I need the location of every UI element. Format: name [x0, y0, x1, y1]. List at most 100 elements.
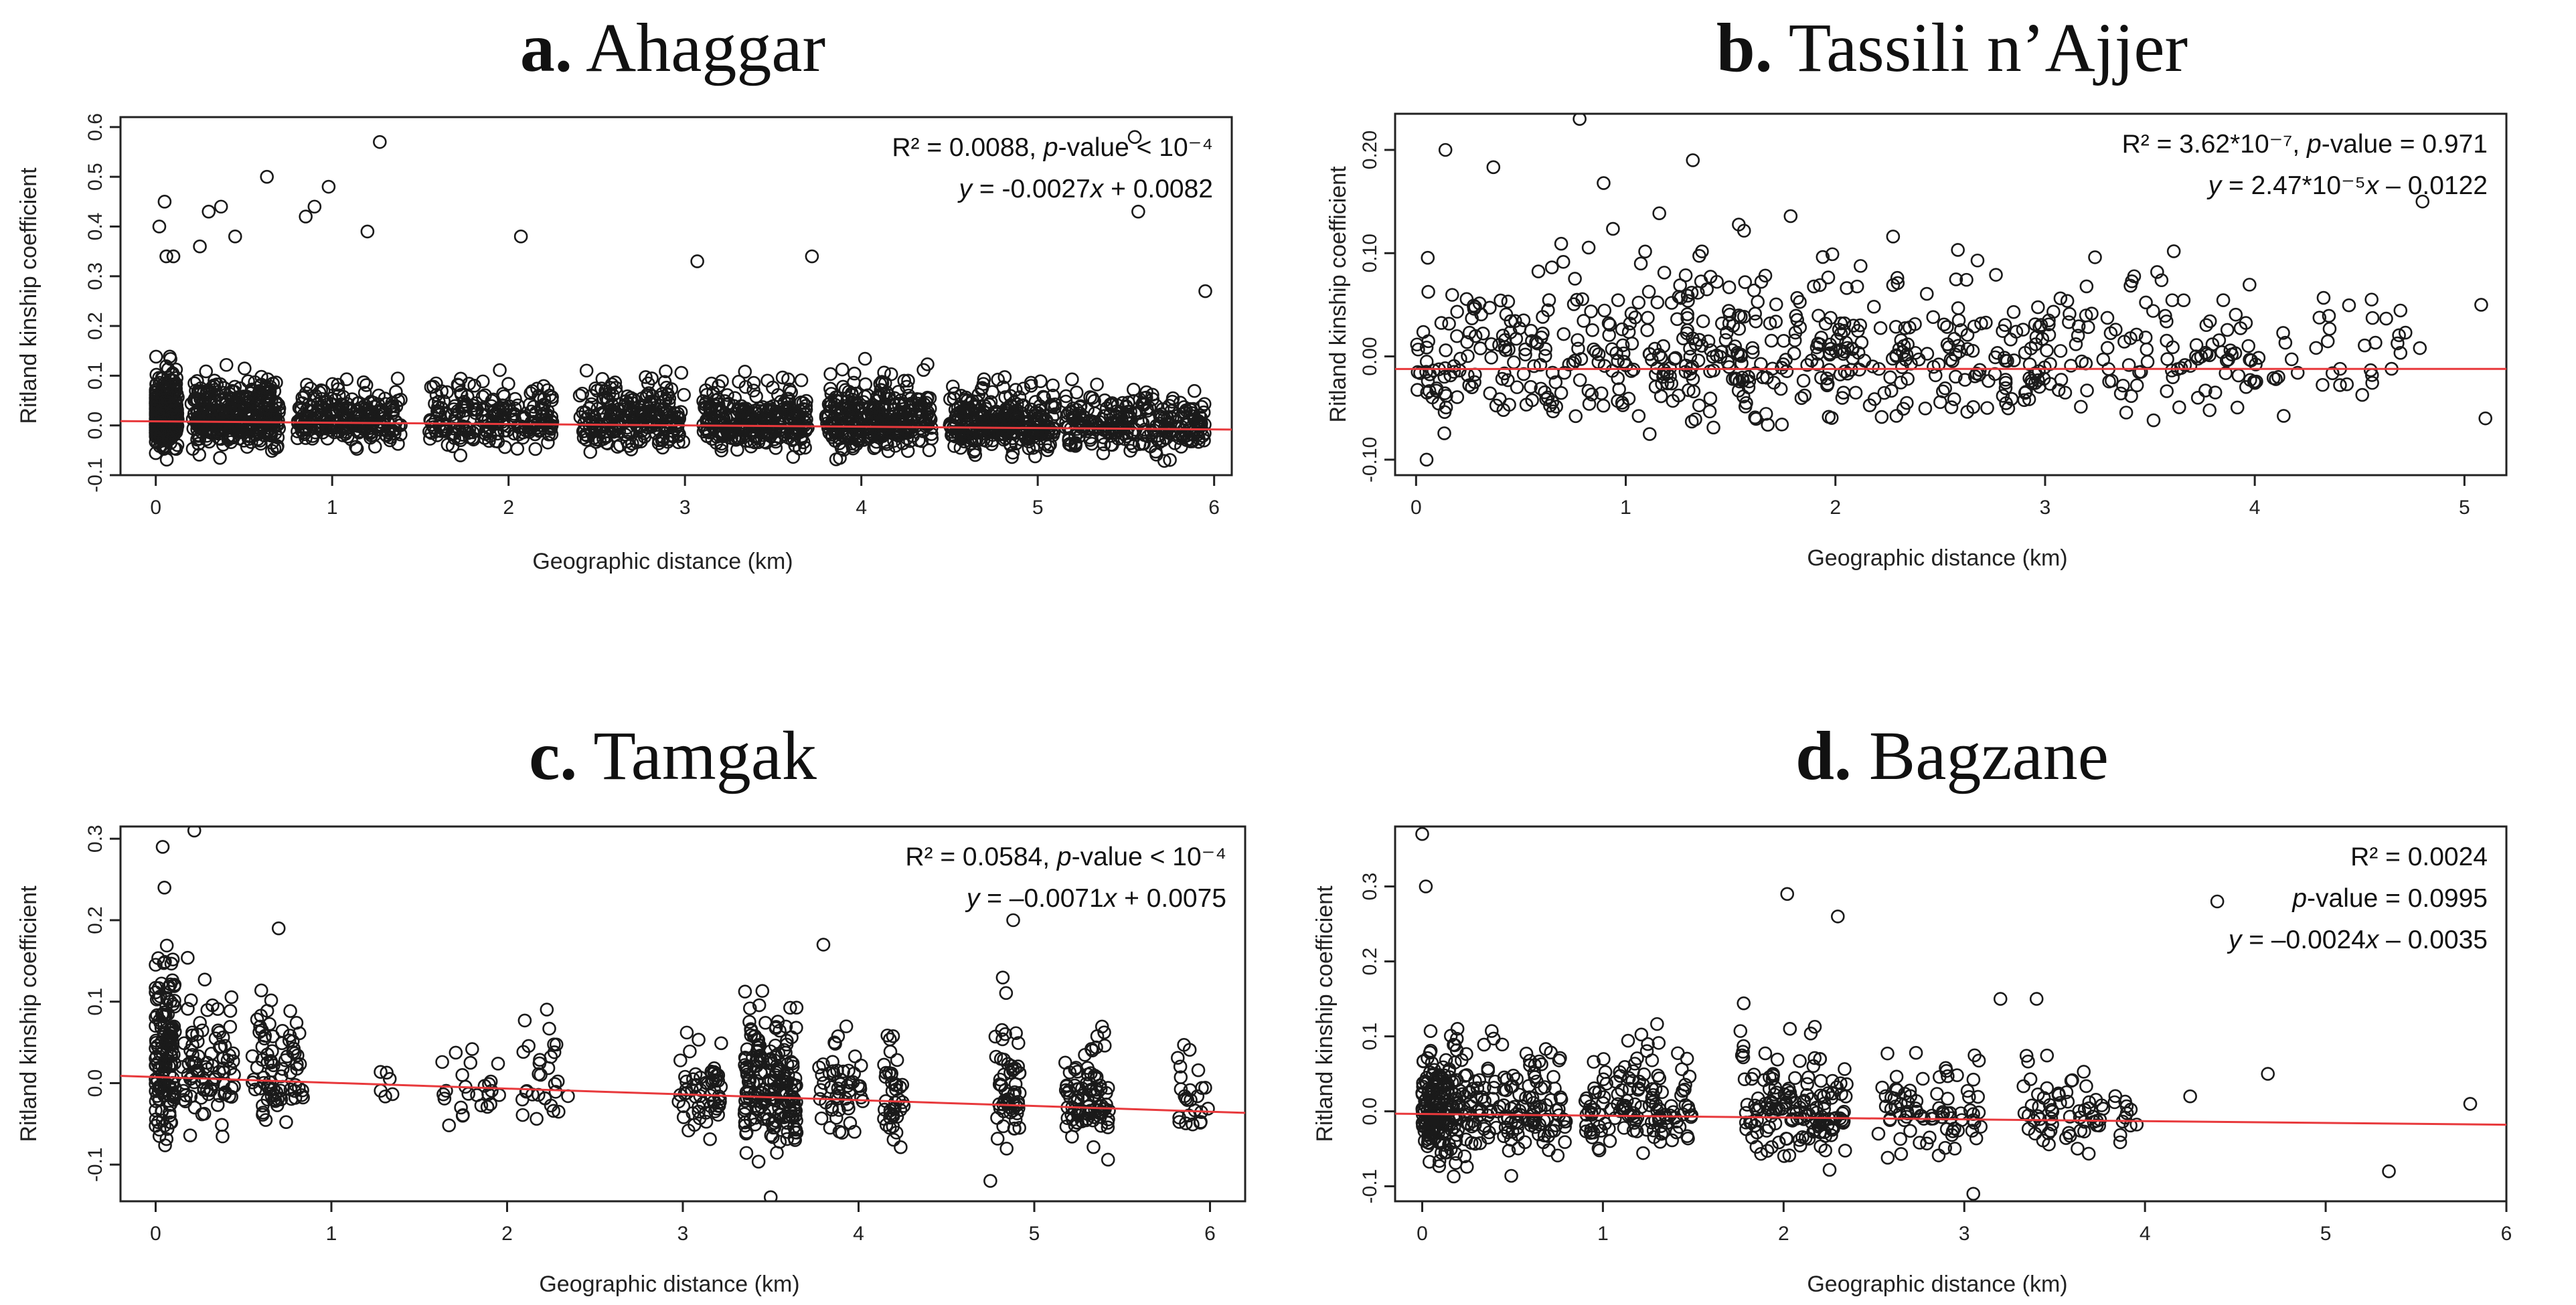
scatter-point-outlier — [515, 230, 527, 242]
scatter-point-outlier — [309, 201, 321, 213]
x-tick-label: 3 — [1959, 1223, 1970, 1245]
scatter-point — [787, 451, 799, 463]
scatter-point — [1839, 1144, 1851, 1156]
scatter-point — [1639, 246, 1652, 258]
scatter-point — [1557, 256, 1569, 268]
scatter-point-outlier — [203, 205, 215, 217]
scatter-point — [580, 365, 592, 377]
scatter-point — [2041, 345, 2053, 357]
scatter-point — [1789, 1072, 1801, 1084]
scatter-point — [1641, 324, 1654, 336]
scatter-point — [1641, 312, 1654, 324]
scatter-point — [855, 1059, 867, 1071]
y-tick-label: 0.2 — [84, 312, 106, 340]
scatter-point — [2178, 294, 2190, 307]
scatter-point — [1066, 373, 1078, 385]
stats-annotation: y = –0.0071x + 0.0075 — [965, 884, 1226, 913]
scatter-point — [1850, 387, 1862, 399]
scatter-point — [1968, 321, 1980, 333]
x-tick-label: 2 — [501, 1223, 513, 1245]
scatter-point — [494, 364, 506, 376]
scatter-point — [1704, 406, 1716, 418]
x-tick-label: 1 — [326, 1223, 337, 1245]
scatter-point — [2217, 294, 2229, 307]
scatter-point — [386, 1088, 398, 1100]
y-tick-label: 0.0 — [1359, 1098, 1381, 1126]
scatter-point — [1485, 351, 1498, 363]
scatter-point — [1422, 252, 1434, 264]
scatter-point — [743, 1016, 755, 1028]
x-tick-label: 6 — [1208, 497, 1220, 519]
scatter-point — [756, 985, 769, 997]
scatter-point — [1776, 418, 1788, 430]
scatter-point — [1990, 269, 2002, 281]
scatter-point-outlier — [167, 250, 179, 262]
panel-site-d: Bagzane — [1869, 717, 2109, 794]
scatter-point — [888, 1134, 900, 1146]
scatter-point — [1637, 1147, 1649, 1159]
scatter-point — [2061, 295, 2073, 307]
scatter-point — [2356, 389, 2368, 401]
scatter-point — [1446, 289, 1458, 301]
scatter-point — [1520, 1047, 1532, 1059]
scatter-point — [2369, 337, 2381, 349]
scatter-point — [891, 1054, 903, 1066]
scatter-point — [1451, 306, 1463, 318]
scatter-point — [2089, 251, 2101, 263]
scatter-point — [1001, 1142, 1013, 1154]
panel-letter-b: b. — [1716, 9, 1773, 86]
scatter-point — [531, 1113, 543, 1125]
scatter-point — [1795, 392, 1807, 404]
scatter-point — [2161, 385, 2173, 398]
scatter-point — [1785, 210, 1797, 222]
scatter-point — [1794, 296, 1806, 308]
scatter-point — [2120, 407, 2132, 419]
scatter-point — [1439, 427, 1451, 439]
scatter-point — [2081, 384, 2093, 396]
scatter-point — [884, 1033, 896, 1045]
scatter-point — [1102, 1154, 1114, 1166]
scatter-point — [220, 359, 232, 371]
scatter-point — [1874, 322, 1886, 334]
scatter-point — [181, 952, 193, 964]
scatter-point — [1623, 326, 1635, 338]
scatter-point — [541, 1004, 553, 1016]
scatter-point — [184, 1130, 196, 1142]
scatter-point — [1175, 1083, 1187, 1095]
scatter-point — [2075, 401, 2087, 413]
scatter-point — [1508, 356, 1520, 368]
scatter-point-outlier — [323, 181, 335, 193]
scatter-point — [1572, 334, 1584, 346]
scatter-point — [683, 1045, 696, 1057]
scatter-point — [2190, 339, 2202, 351]
scatter-point — [1697, 315, 1709, 327]
scatter-point — [450, 1047, 462, 1059]
scatter-point — [1597, 177, 1609, 189]
scatter-point — [1771, 1053, 1783, 1065]
scatter-point — [1933, 1150, 1945, 1162]
stats-annotation: R² = 3.62*10⁻⁷, p-value = 0.971 — [2122, 130, 2488, 159]
scatter-point — [224, 1021, 236, 1033]
scatter-point — [860, 378, 872, 390]
scatter-point — [2055, 345, 2067, 357]
scatter-point — [392, 373, 404, 385]
scatter-point — [511, 443, 524, 455]
scatter-point — [1752, 296, 1764, 308]
scatter-point-outlier — [159, 881, 171, 893]
scatter-point-outlier — [153, 220, 165, 232]
scatter-point — [1192, 1064, 1204, 1076]
scatter-point — [1967, 1073, 1980, 1085]
scatter-point — [1945, 402, 1957, 414]
scatter-point — [1868, 300, 1880, 313]
y-tick-label: 0.3 — [1359, 873, 1381, 901]
scatter-point — [2380, 313, 2392, 325]
scatter-point — [2168, 245, 2180, 257]
scatter-point — [997, 972, 1009, 984]
scatter-point — [1635, 1029, 1647, 1041]
stats-annotation: y = -0.0027x + 0.0082 — [957, 175, 1213, 203]
scatter-point — [2101, 312, 2113, 324]
scatter-point — [2192, 392, 2204, 404]
y-tick-label: 0.3 — [84, 824, 106, 853]
x-tick-label: 3 — [677, 1223, 689, 1245]
scatter-point — [1971, 254, 1984, 266]
